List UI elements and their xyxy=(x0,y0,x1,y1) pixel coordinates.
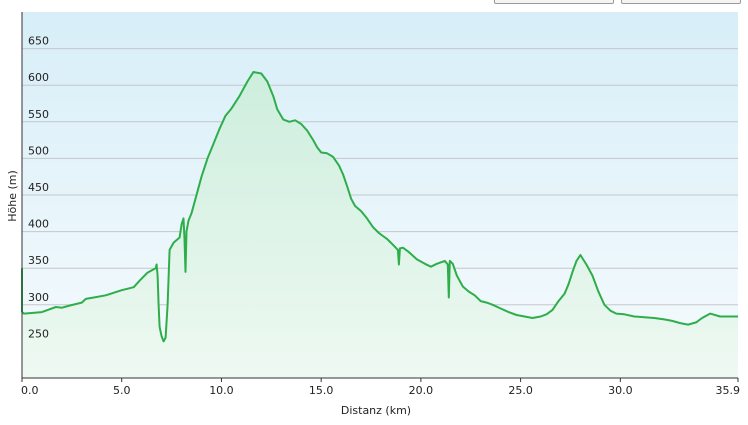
elevation-line xyxy=(21,71,738,343)
x-tick-label: 20.0 xyxy=(409,384,434,397)
y-tick-label: 400 xyxy=(28,218,49,231)
x-tick-label: 15.0 xyxy=(309,384,334,397)
y-tick-label: 250 xyxy=(28,327,49,340)
x-tick-label: 30.0 xyxy=(608,384,633,397)
y-tick-label: 650 xyxy=(28,35,49,48)
y-tick-label: 300 xyxy=(28,291,49,304)
x-tick-label: 10.0 xyxy=(209,384,234,397)
y-tick-label: 350 xyxy=(28,254,49,267)
x-axis-label: Distanz (km) xyxy=(341,404,411,417)
top-control-right[interactable] xyxy=(621,0,741,4)
x-tick-label: 5.0 xyxy=(113,384,131,397)
top-control-left[interactable] xyxy=(494,0,614,4)
axes: 250 300 350 400 450 500 550 600 650 0.0 5.0 10.0 15.… xyxy=(21,12,740,397)
y-tick-label: 450 xyxy=(28,181,49,194)
y-tick-label: 500 xyxy=(28,144,49,157)
x-tick-label: 0.0 xyxy=(21,384,39,397)
grid-lines xyxy=(22,48,738,342)
x-tick-label: 35.9 xyxy=(716,384,741,397)
y-tick-label: 600 xyxy=(28,71,49,84)
x-tick-label: 25.0 xyxy=(508,384,533,397)
y-tick-label: 550 xyxy=(28,108,49,121)
y-axis-label: Höhe (m) xyxy=(6,170,19,222)
